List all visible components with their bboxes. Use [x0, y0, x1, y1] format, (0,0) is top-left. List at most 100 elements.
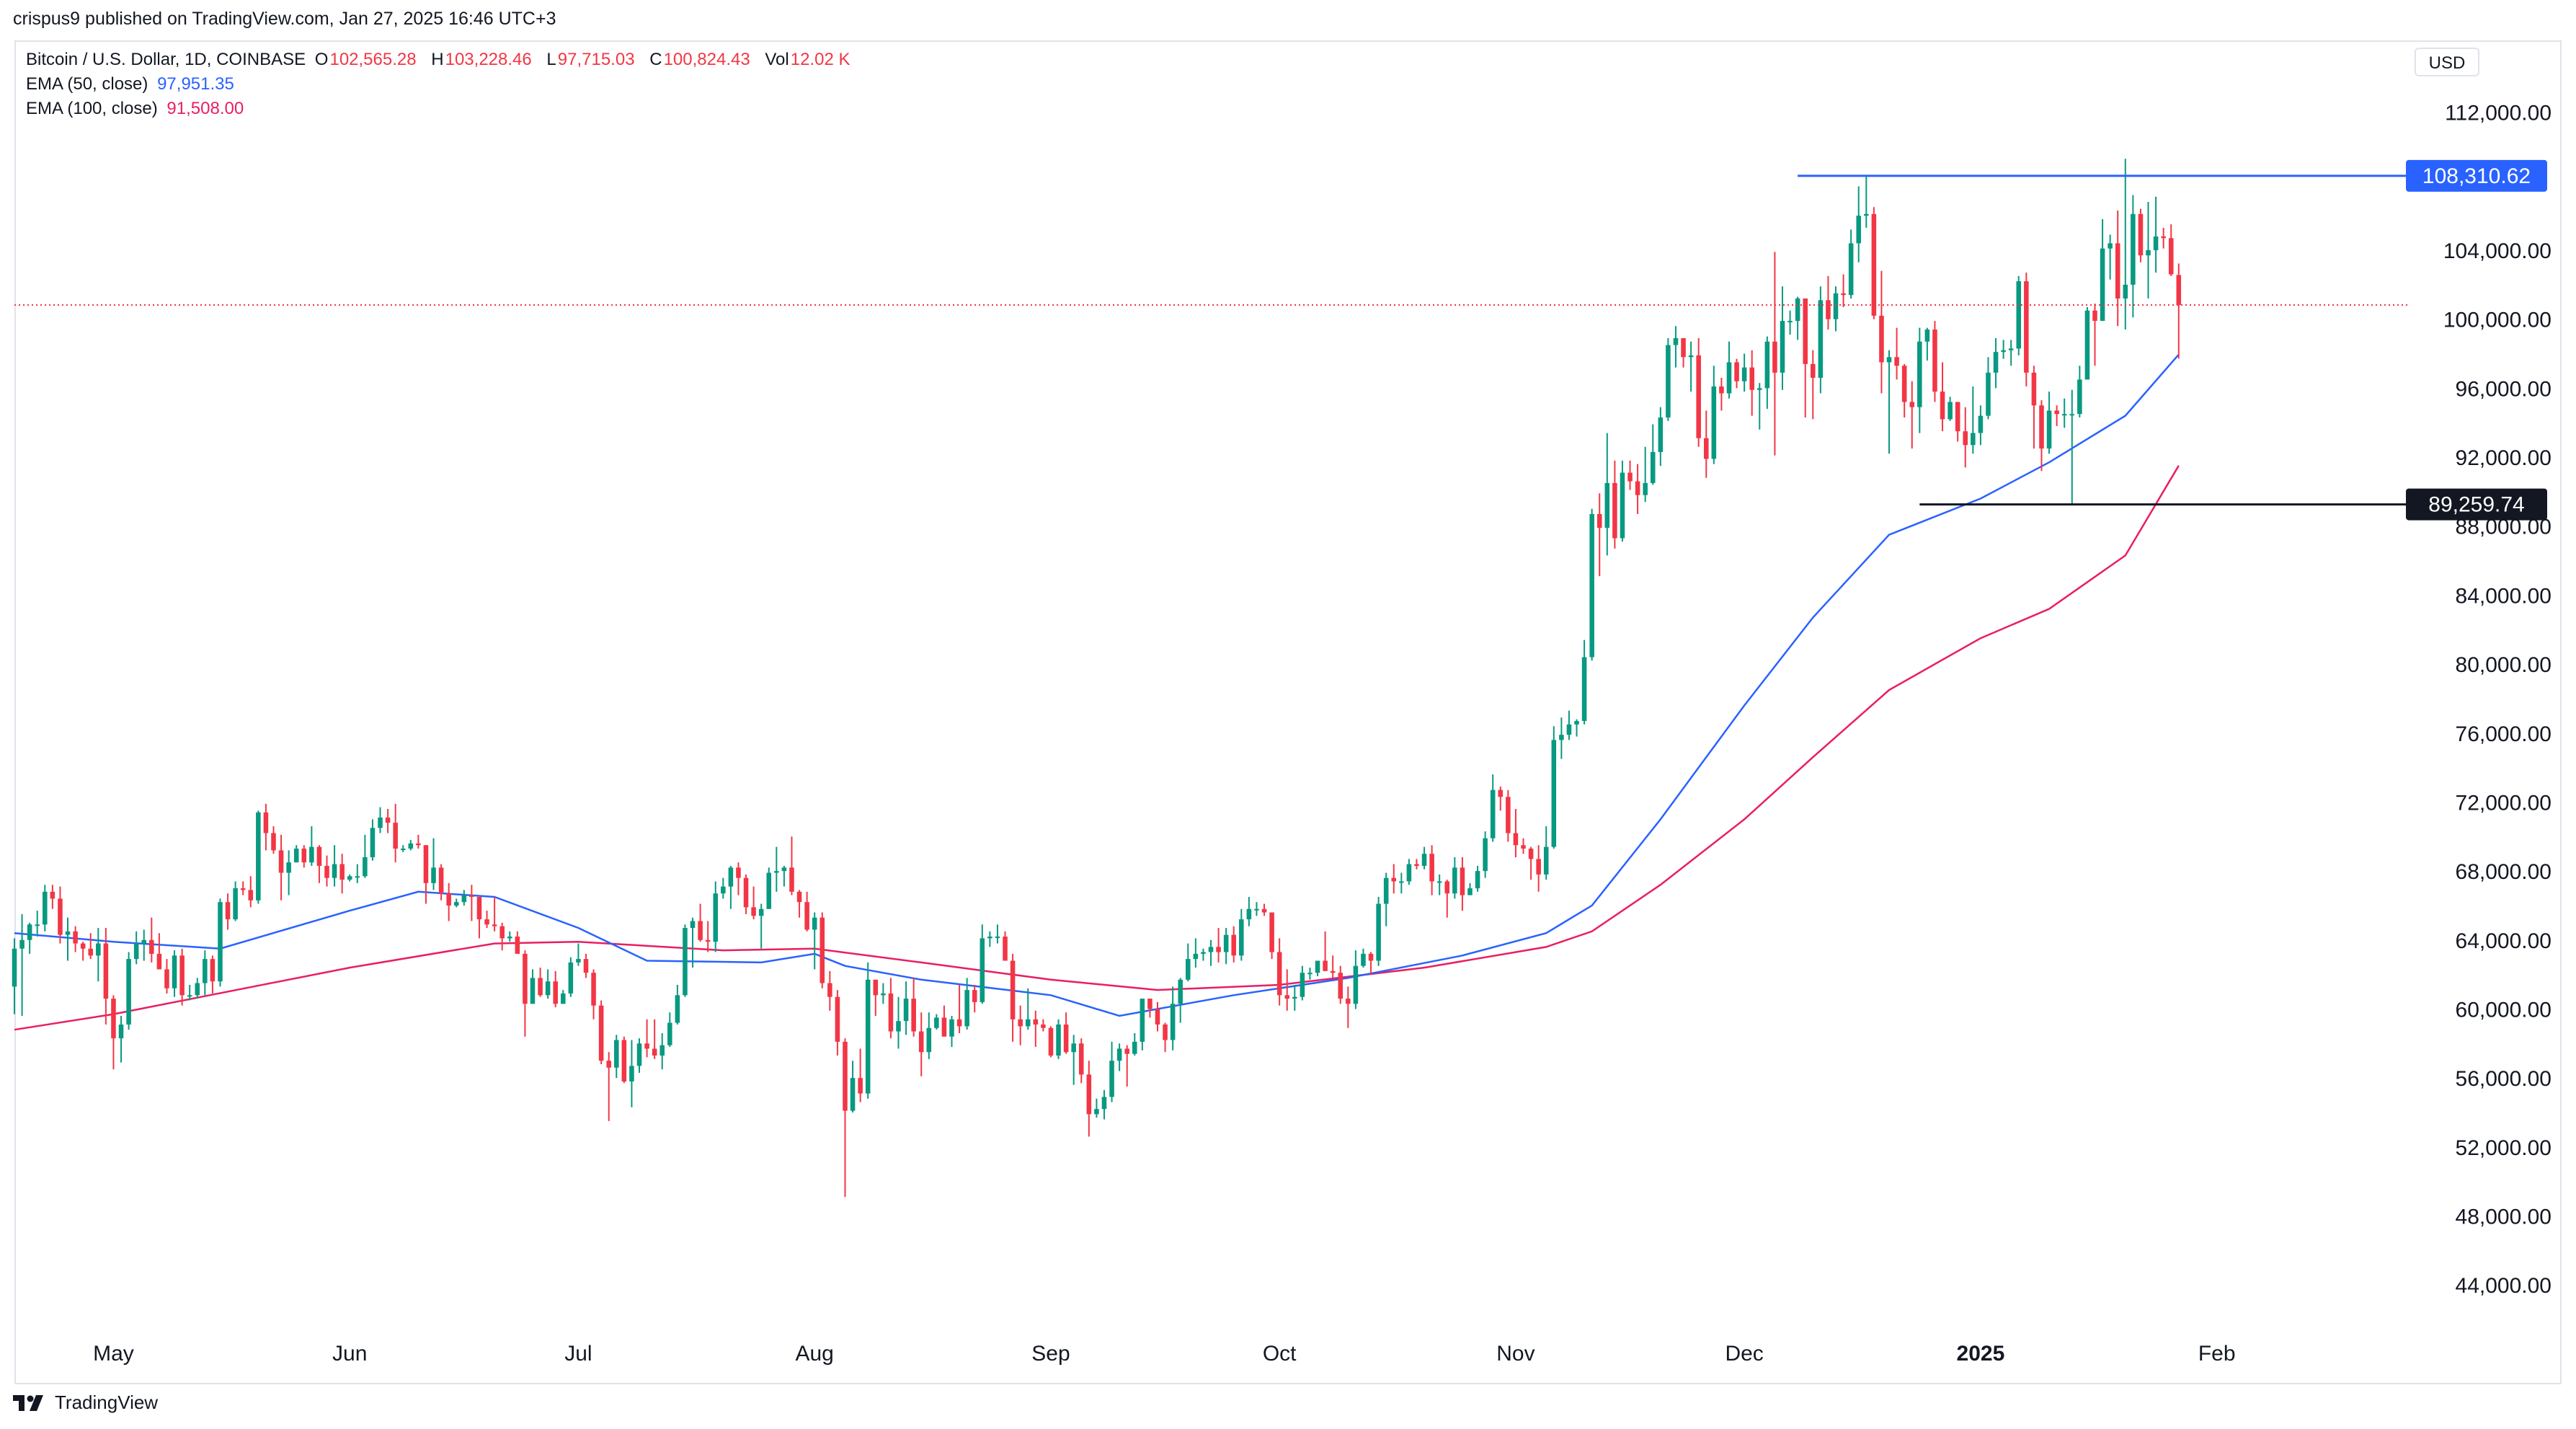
candle-body[interactable]: [431, 867, 436, 883]
candle[interactable]: [1429, 845, 1434, 895]
candle[interactable]: [1116, 1043, 1122, 1071]
candle-body[interactable]: [956, 1019, 962, 1027]
candle-body[interactable]: [370, 828, 376, 857]
legend-ema100-row[interactable]: EMA (100, close) 91,508.00: [26, 97, 860, 121]
candle-body[interactable]: [492, 924, 497, 926]
candle-body[interactable]: [309, 846, 314, 863]
candle-body[interactable]: [1010, 960, 1016, 1019]
candle-body[interactable]: [896, 1021, 901, 1032]
candle-body[interactable]: [964, 990, 969, 1027]
candle-body[interactable]: [43, 891, 48, 925]
candle[interactable]: [339, 854, 345, 894]
candle[interactable]: [1315, 960, 1320, 977]
candle[interactable]: [484, 911, 489, 929]
candle[interactable]: [1201, 948, 1206, 961]
candle-body[interactable]: [1772, 341, 1777, 373]
candle-body[interactable]: [1818, 300, 1824, 379]
candle-body[interactable]: [1444, 881, 1450, 894]
candle[interactable]: [2146, 202, 2151, 298]
candle-body[interactable]: [598, 1005, 604, 1061]
candle-body[interactable]: [545, 981, 551, 996]
candle[interactable]: [416, 834, 421, 849]
candle-body[interactable]: [1696, 355, 1701, 438]
candle-body[interactable]: [1681, 338, 1686, 358]
candle-body[interactable]: [507, 937, 512, 939]
candle-body[interactable]: [1635, 481, 1640, 495]
candle[interactable]: [1170, 986, 1176, 1050]
candle[interactable]: [1947, 397, 1953, 421]
candle[interactable]: [598, 1000, 604, 1065]
candle[interactable]: [499, 922, 505, 951]
candle-body[interactable]: [2001, 350, 2006, 353]
candle[interactable]: [1467, 882, 1473, 895]
candle-body[interactable]: [850, 1078, 856, 1111]
candle-body[interactable]: [2146, 250, 2151, 256]
candle[interactable]: [728, 865, 734, 909]
candle[interactable]: [293, 845, 299, 863]
candle-body[interactable]: [568, 962, 574, 994]
candle[interactable]: [58, 886, 63, 944]
candle[interactable]: [1460, 857, 1465, 911]
candle-body[interactable]: [1879, 315, 1884, 363]
candle[interactable]: [2108, 234, 2113, 280]
candle[interactable]: [1383, 872, 1389, 926]
candle[interactable]: [972, 984, 977, 1013]
candle[interactable]: [1734, 358, 1739, 389]
candle[interactable]: [1681, 338, 1686, 368]
candle[interactable]: [865, 962, 871, 1099]
candle-body[interactable]: [2054, 410, 2059, 415]
candle-body[interactable]: [1566, 724, 1572, 735]
candle[interactable]: [408, 840, 414, 851]
candle-body[interactable]: [1688, 355, 1694, 358]
candle[interactable]: [1208, 939, 1214, 966]
candle-body[interactable]: [1574, 721, 1579, 725]
candle-body[interactable]: [1901, 366, 1907, 402]
candle-body[interactable]: [1109, 1061, 1114, 1097]
candle-body[interactable]: [316, 846, 322, 866]
candle[interactable]: [545, 969, 551, 999]
candle-body[interactable]: [2123, 284, 2128, 298]
candle-body[interactable]: [1239, 919, 1244, 956]
candle-body[interactable]: [1086, 1074, 1092, 1115]
candle-body[interactable]: [271, 833, 276, 851]
candle-body[interactable]: [2115, 243, 2120, 298]
candle-body[interactable]: [751, 907, 756, 916]
candle-body[interactable]: [705, 939, 711, 942]
candle[interactable]: [1909, 381, 1915, 449]
candle-body[interactable]: [1003, 937, 1008, 961]
candle[interactable]: [667, 1012, 672, 1048]
candle[interactable]: [1376, 896, 1381, 966]
candle[interactable]: [881, 983, 886, 1004]
candle[interactable]: [248, 876, 254, 908]
candle[interactable]: [1841, 274, 1846, 307]
candle[interactable]: [1223, 928, 1229, 965]
candle[interactable]: [453, 898, 459, 908]
candle[interactable]: [2153, 196, 2159, 273]
legend-ema50-row[interactable]: EMA (50, close) 97,951.35: [26, 72, 860, 97]
candle[interactable]: [576, 943, 581, 966]
candle-body[interactable]: [644, 1043, 649, 1049]
candle[interactable]: [1719, 378, 1724, 411]
candle-body[interactable]: [1041, 1024, 1046, 1028]
candle[interactable]: [1498, 786, 1504, 811]
candle[interactable]: [2031, 366, 2037, 449]
candle-body[interactable]: [164, 969, 169, 988]
candle-body[interactable]: [804, 902, 809, 930]
candle[interactable]: [2016, 275, 2022, 355]
candle-body[interactable]: [2153, 236, 2159, 251]
candle[interactable]: [2039, 400, 2044, 472]
candle[interactable]: [2123, 159, 2128, 330]
candle-body[interactable]: [1963, 431, 1968, 446]
candle[interactable]: [2161, 227, 2166, 249]
candle[interactable]: [2092, 304, 2097, 366]
candle[interactable]: [1284, 969, 1290, 1011]
candle[interactable]: [713, 881, 719, 952]
currency-selector[interactable]: USD: [2415, 48, 2479, 76]
candle[interactable]: [1071, 1035, 1076, 1085]
candle-body[interactable]: [1490, 789, 1496, 839]
candle-body[interactable]: [1391, 877, 1397, 882]
candle-body[interactable]: [363, 857, 368, 877]
candle[interactable]: [301, 845, 307, 868]
candle-body[interactable]: [1346, 999, 1351, 1004]
candle-body[interactable]: [652, 1048, 657, 1056]
